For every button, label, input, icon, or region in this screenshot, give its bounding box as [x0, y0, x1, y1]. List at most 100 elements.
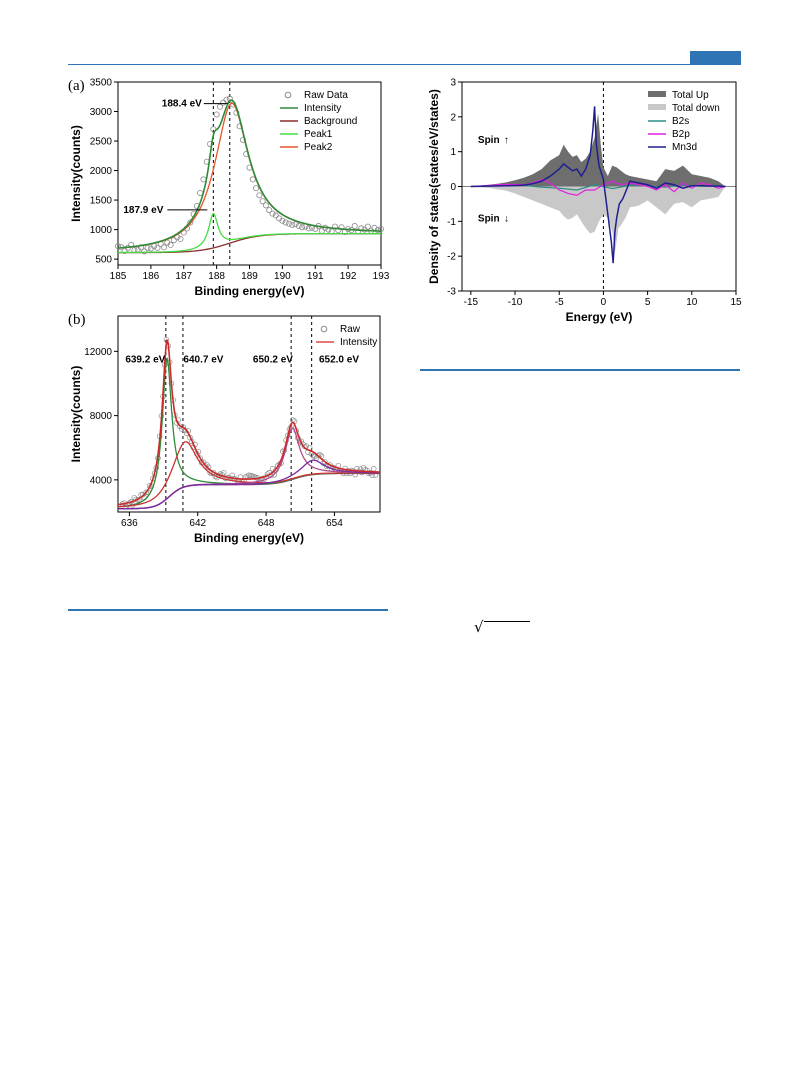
legend-label: Intensity [304, 103, 341, 114]
raw-data-point [207, 140, 214, 147]
raw-data-point [220, 99, 227, 106]
legend-label: Peak1 [304, 129, 333, 140]
raw-data-point [259, 198, 266, 205]
raw-data-point [271, 471, 278, 478]
legend-swatch [648, 91, 666, 97]
y-tick-label-c: 1 [450, 147, 456, 158]
raw-data-point [331, 223, 338, 230]
x-tick-label-b: 642 [189, 518, 206, 529]
x-tick-label-c: 0 [601, 297, 607, 308]
y-tick-label-c: 3 [450, 78, 456, 89]
x-tick-label-a: 191 [307, 271, 324, 282]
raw-data-point [322, 458, 328, 465]
raw-data-point [177, 236, 184, 243]
raw-data-point [115, 243, 122, 250]
raw-data-point [269, 210, 276, 217]
y-tick-label-a: 3500 [90, 78, 113, 89]
y-tick-label-c: -1 [447, 217, 456, 228]
mn3d-line [470, 106, 726, 264]
x-tick-label-c: -5 [555, 297, 564, 308]
x-tick-label-a: 185 [110, 271, 127, 282]
raw-data-point [170, 237, 177, 244]
xps-mn2p-chart: 636 642 648 654 4000 8000 12000 Binding energy(… [69, 315, 381, 545]
y-tick-label-a: 500 [95, 255, 112, 266]
x-axis-title-b: Binding energy(eV) [194, 531, 304, 545]
total-up-area [470, 113, 726, 187]
raw-data-point [312, 225, 319, 232]
y-tick-label-c: 2 [450, 112, 456, 123]
sqrt-bar [484, 621, 530, 622]
x-tick-label-b: 636 [121, 518, 138, 529]
raw-data-point [318, 227, 325, 234]
x-tick-label-c: -10 [508, 297, 523, 308]
raw-data-point [305, 225, 312, 232]
legend-label: Intensity [340, 337, 377, 348]
raw-data-point [138, 244, 145, 251]
y-axis-title-a: Intensity(counts) [69, 125, 83, 222]
legend-swatch [320, 325, 328, 333]
x-axis-title-c: Energy (eV) [566, 310, 633, 324]
x-tick-label-c: 10 [686, 297, 698, 308]
panel-label-b: (b) [68, 312, 86, 328]
x-tick-label-c: -15 [464, 297, 479, 308]
raw-data-point [256, 192, 263, 199]
component-peak-curve [118, 459, 381, 510]
raw-data-point [223, 96, 230, 103]
raw-data-point [253, 185, 260, 192]
legend-swatch [648, 104, 666, 110]
annotation-label: 188.4 eV [162, 99, 202, 110]
x-tick-label-b: 654 [326, 518, 343, 529]
raw-data-point [262, 202, 269, 209]
raw-data-point [167, 241, 174, 248]
spin-label: Spin [478, 135, 500, 146]
xps-b1s-chart: 185 186 187 188 189 190 191 192 193 500 1000 1500 20… [69, 78, 390, 299]
raw-data-point [269, 465, 276, 472]
legend-swatch [284, 91, 292, 99]
raw-data-point [335, 227, 342, 234]
x-tick-label-b: 648 [258, 518, 275, 529]
legend-label: Mn3d [672, 142, 697, 153]
raw-data-point [279, 217, 286, 224]
x-tick-label-a: 187 [175, 271, 192, 282]
legend-label: Peak2 [304, 142, 333, 153]
legend-label: Total down [672, 103, 720, 114]
y-axis-title-b: Intensity(counts) [69, 366, 83, 463]
intensity-curve [117, 99, 382, 249]
raw-data-point [364, 223, 371, 230]
y-tick-label-c: 0 [450, 182, 456, 193]
y-tick-label-b: 8000 [90, 411, 113, 422]
raw-data-point [216, 103, 223, 110]
legend-label: Raw [340, 324, 361, 335]
y-tick-label-c: -2 [447, 252, 456, 263]
raw-data-point [213, 111, 220, 118]
y-axis-title-c: Density of states(states/eV/states) [427, 89, 441, 284]
y-tick-label-a: 1500 [90, 196, 113, 207]
raw-data-point [187, 219, 194, 226]
annotation-label: 650.2 eV [253, 355, 293, 366]
y-tick-label-a: 3000 [90, 107, 113, 118]
raw-data-point [200, 459, 207, 465]
header-corner-block [690, 51, 741, 64]
sqrt-symbol: √ [474, 618, 484, 636]
annotation-label: 187.9 eV [123, 205, 163, 216]
annotation-label: 640.7 eV [183, 355, 223, 366]
x-tick-label-a: 189 [241, 271, 258, 282]
y-tick-label-b: 4000 [90, 475, 113, 486]
legend-label: Background [304, 116, 357, 127]
raw-data-point [282, 219, 289, 226]
intensity-curve [117, 338, 381, 506]
raw-data-point [299, 224, 306, 231]
annotation-label: 652.0 eV [319, 355, 359, 366]
x-tick-label-c: 15 [730, 297, 742, 308]
x-tick-label-a: 192 [340, 271, 357, 282]
raw-data-point [266, 207, 273, 214]
total-down-area [470, 186, 726, 253]
raw-data-point [292, 221, 299, 228]
spin-arrow: ↑ [504, 135, 509, 146]
raw-data-point [272, 212, 279, 219]
plot-frame-b [117, 315, 381, 513]
section-rule-right [420, 369, 740, 371]
raw-data-point [143, 489, 149, 496]
raw-data-point [220, 469, 227, 476]
